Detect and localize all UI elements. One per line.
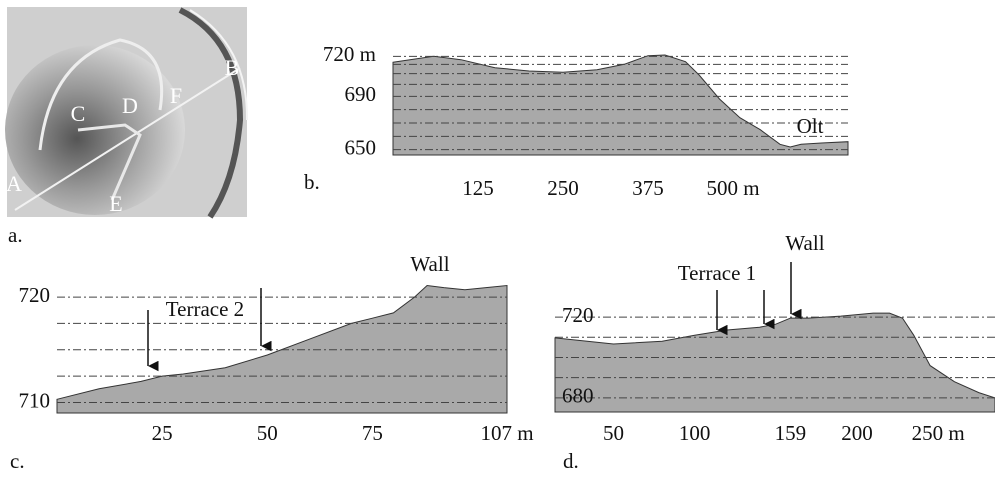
x-tick-label: 100 xyxy=(679,421,711,445)
x-tick-label: 200 xyxy=(841,421,873,445)
x-tick-label: 107 m xyxy=(480,421,533,445)
map-label: B xyxy=(225,55,240,80)
map-label: F xyxy=(170,83,182,108)
figure: A B C D E Fa. 125 250 375 500 m 720 m 690 650 Olt b. 25… xyxy=(0,0,995,478)
panel-label: a. xyxy=(8,223,23,247)
x-tick-label: 159 xyxy=(775,421,807,445)
panel-label: d. xyxy=(563,449,579,473)
y-tick-label: 720 m xyxy=(323,42,376,66)
x-tick-label: 50 xyxy=(257,421,278,445)
x-tick-label: 250 m xyxy=(912,421,965,445)
map-label: A xyxy=(6,171,22,196)
annotation: Wall xyxy=(410,252,449,276)
x-tick-label: 125 xyxy=(462,176,494,200)
x-tick-label: 75 xyxy=(362,421,383,445)
map-label: D xyxy=(122,93,138,118)
panel-label: c. xyxy=(10,449,25,473)
elevation-area xyxy=(57,286,507,414)
elevation-area xyxy=(555,313,995,412)
elevation-area xyxy=(393,55,848,155)
x-tick-label: 25 xyxy=(152,421,173,445)
y-tick-label: 720 xyxy=(562,303,594,327)
y-tick-label: 710 xyxy=(19,388,51,412)
annotation: Terrace 1 xyxy=(678,261,756,285)
y-tick-label: 690 xyxy=(345,82,377,106)
annotation: Terrace 2 xyxy=(166,297,244,321)
panel-label: b. xyxy=(304,170,320,194)
map-label: C xyxy=(71,101,86,126)
y-tick-label: 680 xyxy=(562,384,594,408)
x-tick-label: 50 xyxy=(603,421,624,445)
annotation: Olt xyxy=(797,114,824,138)
y-tick-label: 720 xyxy=(19,283,51,307)
x-tick-label: 500 m xyxy=(707,176,760,200)
x-tick-label: 250 xyxy=(547,176,579,200)
annotation: Wall xyxy=(785,231,824,255)
x-tick-label: 375 xyxy=(632,176,664,200)
map-label: E xyxy=(109,191,122,216)
y-tick-label: 650 xyxy=(345,135,377,159)
